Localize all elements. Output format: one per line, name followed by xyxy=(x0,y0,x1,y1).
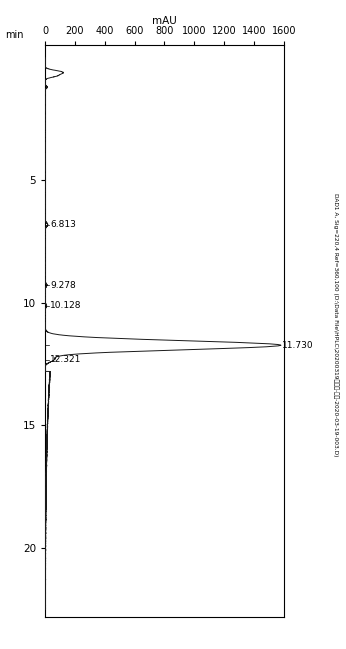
Text: 11.730: 11.730 xyxy=(282,341,314,350)
Text: min: min xyxy=(5,30,23,40)
Text: 6.813: 6.813 xyxy=(50,220,76,229)
Text: 12.321: 12.321 xyxy=(50,355,82,364)
Text: DAD1 A, Sig=220,4 Ref=360,100 (D:\Data File\HPLC\20200319粗品量-冻品-2020-03-19-003.D: DAD1 A, Sig=220,4 Ref=360,100 (D:\Data F… xyxy=(333,193,338,456)
X-axis label: mAU: mAU xyxy=(152,16,177,25)
Text: 10.128: 10.128 xyxy=(50,301,82,310)
Text: 9.278: 9.278 xyxy=(50,280,76,289)
